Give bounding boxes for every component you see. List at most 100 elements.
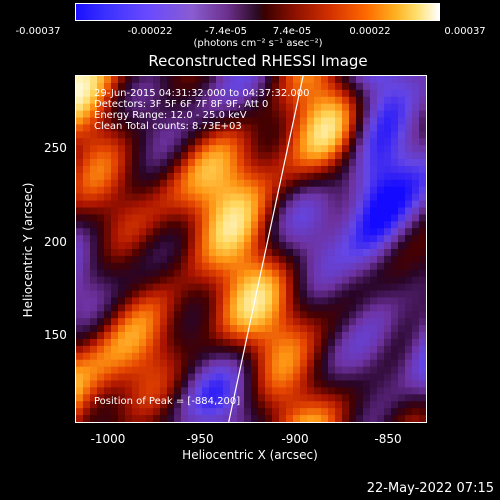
heatmap-cell <box>314 221 322 229</box>
heatmap-cell <box>272 152 280 160</box>
heatmap-cell <box>356 325 364 333</box>
heatmap-cell <box>356 332 364 340</box>
heatmap-cell <box>202 186 210 195</box>
heatmap-cell <box>209 96 217 105</box>
heatmap-cell <box>314 179 322 188</box>
heatmap-cell <box>342 179 350 188</box>
heatmap-cell <box>307 235 315 243</box>
heatmap-cell <box>279 352 287 361</box>
heatmap-cell <box>412 96 420 105</box>
heatmap-cell <box>300 408 308 416</box>
heatmap-cell <box>279 138 287 146</box>
x-tick-label: -900 <box>281 432 309 446</box>
heatmap-cell <box>377 242 385 250</box>
heatmap-cell <box>384 311 392 319</box>
heatmap-cell <box>300 96 308 105</box>
heatmap-cell <box>384 332 392 340</box>
heatmap-cell <box>174 276 182 285</box>
heatmap-cell <box>412 131 420 139</box>
heatmap-cell <box>188 117 196 126</box>
heatmap-cell <box>391 103 399 112</box>
heatmap-cell <box>160 179 168 188</box>
heatmap-cell <box>398 193 406 202</box>
heatmap-cell <box>181 207 189 215</box>
heatmap-cell <box>370 228 378 236</box>
heatmap-cell <box>132 145 140 153</box>
heatmap-cell <box>307 401 315 409</box>
heatmap-cell <box>216 214 224 222</box>
heatmap-cell <box>384 269 392 278</box>
heatmap-cell <box>300 131 308 139</box>
heatmap-cell <box>272 269 280 278</box>
heatmap-cell <box>181 89 189 98</box>
heatmap-cell <box>174 96 182 105</box>
heatmap-cell <box>342 214 350 222</box>
heatmap-cell <box>139 325 147 333</box>
heatmap-cell <box>272 332 280 340</box>
heatmap-cell <box>125 76 133 84</box>
heatmap-cell <box>209 152 217 160</box>
heatmap-cell <box>181 179 189 188</box>
heatmap-cell <box>419 193 426 202</box>
heatmap-cell <box>412 373 420 382</box>
heatmap-cell <box>412 290 420 299</box>
heatmap-cell <box>160 366 168 375</box>
heatmap-cell <box>139 345 147 354</box>
heatmap-cell <box>363 82 371 91</box>
heatmap-cell <box>293 117 301 126</box>
heatmap-cell <box>104 152 112 160</box>
heatmap-cell <box>76 352 84 361</box>
heatmap-cell <box>146 221 154 229</box>
heatmap-cell <box>132 82 140 91</box>
heatmap-cell <box>153 249 161 257</box>
heatmap-cell <box>314 304 322 312</box>
heatmap-cell <box>398 124 406 132</box>
heatmap-cell <box>321 193 329 202</box>
heatmap-cell <box>244 172 252 181</box>
heatmap-cell <box>349 283 357 292</box>
heatmap-cell <box>314 325 322 333</box>
heatmap-cell <box>384 366 392 375</box>
heatmap-cell <box>230 311 238 319</box>
heatmap-cell <box>279 262 287 271</box>
heatmap-cell <box>125 165 133 174</box>
heatmap-cell <box>230 235 238 243</box>
heatmap-cell <box>412 366 420 375</box>
heatmap-cell <box>391 304 399 312</box>
heatmap-cell <box>83 249 91 257</box>
heatmap-cell <box>111 415 119 422</box>
heatmap-cell <box>83 117 91 126</box>
heatmap-cell <box>188 152 196 160</box>
heatmap-cell <box>349 103 357 112</box>
heatmap-cell <box>167 415 175 422</box>
heatmap-cell <box>118 380 126 388</box>
heatmap-cell <box>356 228 364 236</box>
heatmap-cell <box>342 304 350 312</box>
heatmap-cell <box>286 207 294 215</box>
heatmap-cell <box>398 311 406 319</box>
heatmap-cell <box>307 276 315 285</box>
heatmap-cell <box>188 401 196 409</box>
heatmap-cell <box>195 214 203 222</box>
heatmap-cell <box>391 415 399 422</box>
heatmap-cell <box>307 103 315 112</box>
heatmap-cell <box>195 304 203 312</box>
heatmap-cell <box>251 269 259 278</box>
heatmap-cell <box>328 76 336 84</box>
heatmap-cell <box>146 242 154 250</box>
heatmap-cell <box>223 145 231 153</box>
heatmap-cell <box>314 332 322 340</box>
heatmap-cell <box>202 387 210 395</box>
heatmap-cell <box>300 304 308 312</box>
heatmap-cell <box>97 408 105 416</box>
heatmap-cell <box>237 332 245 340</box>
heatmap-cell <box>132 401 140 409</box>
heatmap-cell <box>188 304 196 312</box>
heatmap-cell <box>223 408 231 416</box>
heatmap-cell <box>181 394 189 402</box>
heatmap-cell <box>202 373 210 382</box>
heatmap-cell <box>272 235 280 243</box>
heatmap-cell <box>153 145 161 153</box>
heatmap-cell <box>188 332 196 340</box>
heatmap-cell <box>90 117 98 126</box>
